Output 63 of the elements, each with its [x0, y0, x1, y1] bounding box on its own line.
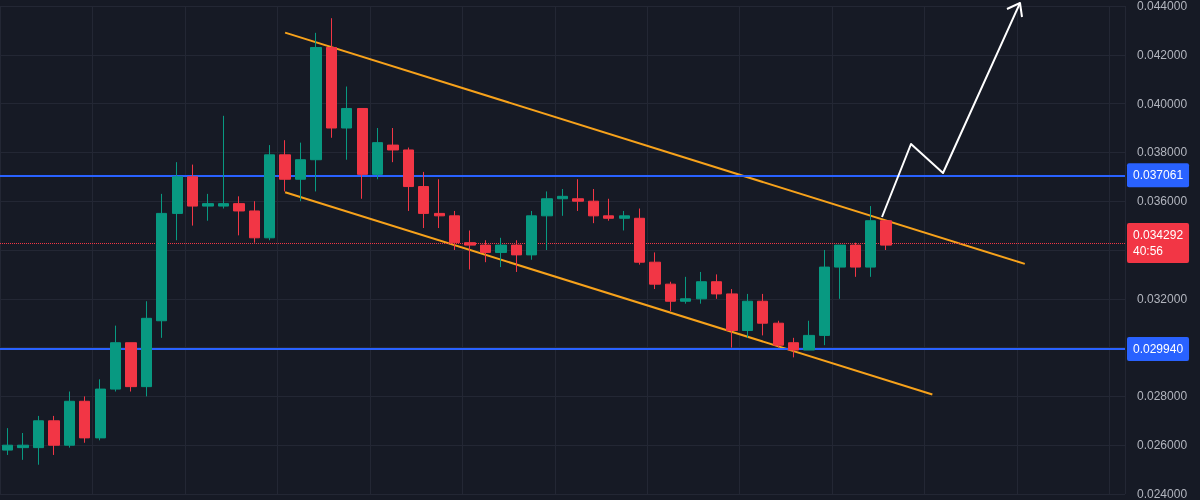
- candlestick: [310, 32, 322, 192]
- candlestick: [434, 178, 445, 229]
- ref-line-label: 0.037061: [1133, 168, 1184, 183]
- y-tick-label: 0.032000: [1137, 291, 1188, 306]
- ref-line-label: 0.034292: [1133, 227, 1184, 242]
- ref-line-label: 0.029940: [1133, 342, 1184, 357]
- candlestick: [541, 190, 553, 251]
- candlestick: [279, 139, 291, 192]
- candlestick: [819, 249, 830, 346]
- candlestick: [603, 198, 614, 222]
- candlestick: [202, 193, 214, 222]
- candlestick: [357, 107, 368, 200]
- y-tick-label: 0.040000: [1137, 96, 1188, 111]
- candlestick: [665, 281, 676, 312]
- candlestick: [588, 188, 599, 224]
- candlestick: [2, 427, 13, 456]
- candlestick: [156, 193, 167, 339]
- candlestick: [110, 325, 121, 393]
- candlestick: [757, 293, 768, 336]
- candlestick: [788, 337, 799, 358]
- candlestick: [172, 161, 183, 241]
- y-tick-label: 0.026000: [1137, 438, 1188, 453]
- candlestick: [125, 342, 137, 393]
- candlestick: [264, 144, 275, 241]
- candlestick: [17, 432, 29, 461]
- candlestick: [341, 86, 352, 161]
- y-tick-label: 0.044000: [1137, 0, 1188, 13]
- candlestick: [418, 171, 429, 229]
- candlestick: [649, 251, 661, 290]
- y-tick-label: 0.042000: [1137, 47, 1188, 62]
- candlestick: [865, 205, 876, 278]
- candlestick: [680, 276, 691, 305]
- text: 40:56: [1133, 243, 1164, 258]
- y-tick-label: 0.028000: [1137, 389, 1188, 404]
- candlestick: [141, 300, 152, 397]
- candlestick: [295, 142, 306, 202]
- candlestick: [64, 391, 75, 449]
- candlestick: [773, 320, 784, 349]
- candlestick: [372, 127, 383, 180]
- candlestick: [726, 288, 738, 349]
- candlestick: [834, 244, 846, 300]
- candlestick: [187, 164, 198, 227]
- candlestick: [403, 147, 414, 212]
- candlestick: [95, 378, 106, 441]
- candlestick: [326, 17, 337, 139]
- candlestick: [387, 127, 399, 163]
- candlestick: [696, 271, 707, 305]
- candlestick: [803, 320, 815, 351]
- candlestick: [495, 237, 507, 268]
- y-tick-label: 0.024000: [1137, 487, 1188, 500]
- candlestick: [233, 195, 245, 236]
- candlestick: [79, 395, 90, 444]
- candlestick: [33, 415, 44, 466]
- y-tick-label: 0.038000: [1137, 145, 1188, 160]
- candlestick: [572, 178, 584, 212]
- candlestick: [619, 210, 630, 231]
- candlestick: [218, 115, 229, 210]
- candlestick: [557, 188, 568, 217]
- y-tick-label: 0.036000: [1137, 194, 1188, 209]
- candlestick: [711, 273, 722, 300]
- candlestick: [742, 293, 753, 339]
- candlestick: [48, 415, 60, 456]
- candlestick: [526, 210, 537, 261]
